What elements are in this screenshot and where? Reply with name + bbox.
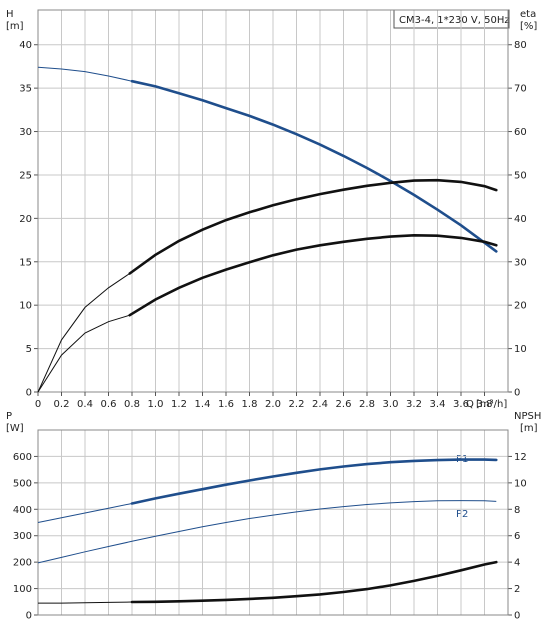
bottom-yunit-left: [W]: [6, 423, 24, 434]
x-tick-label: 0.6: [101, 399, 117, 410]
bottom-panel-ytick-label-left: 500: [13, 478, 32, 489]
top-panel-ytick-label-left: 10: [19, 301, 32, 312]
bottom-panel-ytick-label-right: 4: [514, 558, 520, 569]
x-tick-label: 2.8: [359, 399, 375, 410]
top-panel-ytick-label-left: 35: [19, 84, 32, 95]
top-panel-ytick-label-right: 60: [514, 127, 527, 138]
x-tick-label: 3.0: [383, 399, 399, 410]
top-panel-ytick-label-right: 80: [514, 40, 527, 51]
bottom-panel-ytick-label-left: 400: [13, 505, 32, 516]
top-panel-series-line-operating-range: [130, 79, 498, 253]
top-ylabel-left: H: [6, 9, 14, 20]
x-tick-label: 2.0: [265, 399, 281, 410]
x-tick-label: 0.8: [124, 399, 140, 410]
top-panel-ytick-label-right: 70: [514, 84, 527, 95]
top-panel-ytick-label-right: 0: [514, 388, 520, 399]
x-tick-label: 1.4: [195, 399, 211, 410]
x-tick-label: 0.4: [77, 399, 93, 410]
bottom-panel-ytick-label-right: 6: [514, 531, 520, 542]
top-panel-ytick-label-right: 20: [514, 301, 527, 312]
bottom-panel-ytick-label-left: 600: [13, 452, 32, 463]
top-yunit-right: [%]: [520, 21, 537, 32]
top-panel-ytick-label-left: 15: [19, 257, 32, 268]
bottom-panel-series-line: [37, 500, 497, 564]
top-panel-ytick-label-right: 30: [514, 257, 527, 268]
bottom-ylabel-right: NPSH: [514, 411, 541, 422]
bottom-panel-ytick-label-right: 10: [514, 478, 527, 489]
top-panel-ytick-label-right: 40: [514, 214, 527, 225]
x-tick-label: 3.4: [430, 399, 446, 410]
bottom-ylabel-left: P: [6, 411, 12, 422]
bottom-panel-series-line-operating-range: [130, 458, 498, 505]
top-panel-series-line-operating-range: [128, 233, 498, 317]
top-panel-ytick-label-left: 30: [19, 127, 32, 138]
x-tick-label: 0.2: [54, 399, 70, 410]
x-tick-label: 1.0: [148, 399, 164, 410]
bottom-panel-ytick-label-left: 300: [13, 531, 32, 542]
x-tick-label: 3.8: [477, 399, 493, 410]
bottom-panel-ytick-label-left: 200: [13, 558, 32, 569]
bottom-panel-ytick-label-right: 0: [514, 611, 520, 622]
top-panel-ytick-label-right: 10: [514, 344, 527, 355]
series-label-p2: P2: [456, 509, 468, 520]
top-yunit-left: [m]: [6, 21, 24, 32]
top-panel-ytick-label-left: 5: [26, 344, 32, 355]
x-tick-label: 0: [35, 399, 41, 410]
bottom-panel-ytick-label-right: 12: [514, 452, 527, 463]
chart-title: CM3-4, 1*230 V, 50Hz: [399, 15, 510, 26]
top-panel-series-line-operating-range: [128, 178, 498, 275]
x-tick-label: 2.6: [336, 399, 352, 410]
x-tick-label: 1.8: [242, 399, 258, 410]
x-tick-label: 1.2: [171, 399, 187, 410]
x-tick-label: 1.6: [218, 399, 234, 410]
bottom-panel-ytick-label-left: 0: [26, 611, 32, 622]
bottom-yunit-right: [m]: [520, 423, 538, 434]
x-tick-label: 2.2: [289, 399, 305, 410]
x-axis-label: Q: [466, 399, 474, 410]
x-tick-label: 2.4: [312, 399, 328, 410]
top-ylabel-right: eta: [520, 9, 536, 20]
bottom-panel-ytick-label-right: 8: [514, 505, 520, 516]
x-tick-label: 3.6: [453, 399, 469, 410]
top-panel-ytick-label-right: 50: [514, 170, 527, 181]
top-panel-ytick-label-left: 25: [19, 170, 32, 181]
bottom-panel-ytick-label-right: 2: [514, 584, 520, 595]
x-axis-unit: [m³/h]: [476, 399, 507, 410]
bottom-panel-series-line-operating-range: [130, 560, 498, 604]
x-tick-label: 3.2: [406, 399, 422, 410]
bottom-panel-ytick-label-left: 100: [13, 584, 32, 595]
top-panel-ytick-label-left: 20: [19, 214, 32, 225]
top-panel-ytick-label-left: 40: [19, 40, 32, 51]
top-panel-ytick-label-left: 0: [26, 388, 32, 399]
